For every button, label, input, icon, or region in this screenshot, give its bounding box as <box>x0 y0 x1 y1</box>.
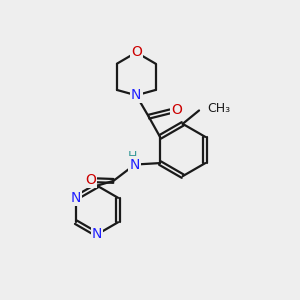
Text: N: N <box>130 158 140 172</box>
Text: O: O <box>131 45 142 59</box>
Text: N: N <box>92 227 102 242</box>
Text: H: H <box>128 150 137 163</box>
Text: N: N <box>131 88 142 102</box>
Text: N: N <box>71 191 81 205</box>
Text: CH₃: CH₃ <box>207 103 230 116</box>
Text: O: O <box>85 173 96 187</box>
Text: O: O <box>171 103 182 117</box>
